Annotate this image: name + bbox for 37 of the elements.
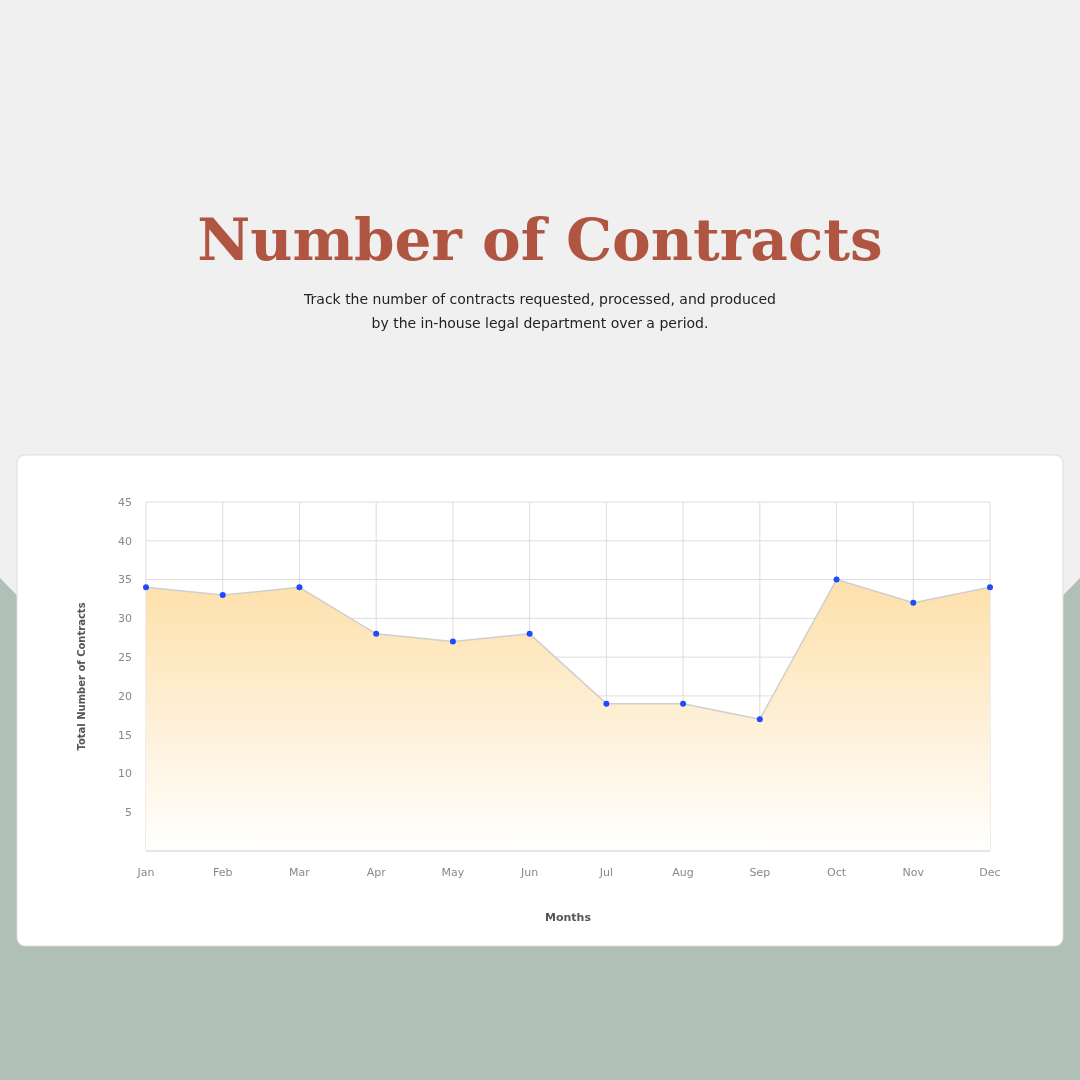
x-tick-label: Jan xyxy=(136,866,155,879)
y-tick-label: 15 xyxy=(118,728,132,742)
point xyxy=(680,700,687,707)
y-tick-label: 5 xyxy=(125,806,132,820)
y-tick-label: 30 xyxy=(118,612,132,626)
x-tick-label: Sep xyxy=(749,866,771,879)
x-tick-label: Aug xyxy=(672,866,694,879)
y-tick-label: 35 xyxy=(118,573,132,587)
point xyxy=(449,638,456,645)
x-tick-label: Mar xyxy=(289,866,311,879)
x-tick-label: Apr xyxy=(366,866,387,879)
point xyxy=(910,599,917,606)
y-tick-label: 45 xyxy=(118,495,132,509)
point xyxy=(833,576,840,583)
y-tick-label: 25 xyxy=(118,650,132,664)
x-tick-label: Oct xyxy=(827,866,847,879)
x-tick-label: Jun xyxy=(520,866,539,879)
point xyxy=(756,716,763,723)
point xyxy=(143,584,149,591)
y-axis-title: Total Number of Contracts xyxy=(76,602,87,751)
x-tick-label: Nov xyxy=(902,866,925,879)
x-tick-label: Jul xyxy=(598,866,613,879)
x-tick-label: Feb xyxy=(212,866,233,879)
point xyxy=(373,630,380,637)
point xyxy=(526,630,533,637)
point xyxy=(219,592,226,599)
point xyxy=(603,700,610,707)
point xyxy=(296,584,303,591)
y-tick-label: 40 xyxy=(118,534,132,548)
point xyxy=(987,584,993,591)
chart-title: Number of Contracts xyxy=(197,206,883,274)
x-tick-label: Dec xyxy=(979,866,1001,879)
chart-subtitle: Track the number of contracts requested, processed, and produced by the in-house legal department over a period. xyxy=(303,291,776,331)
x-tick-label: May xyxy=(441,866,465,879)
y-tick-label: 10 xyxy=(118,767,132,781)
y-tick-label: 20 xyxy=(118,689,132,703)
x-axis-title: Months xyxy=(545,911,592,924)
